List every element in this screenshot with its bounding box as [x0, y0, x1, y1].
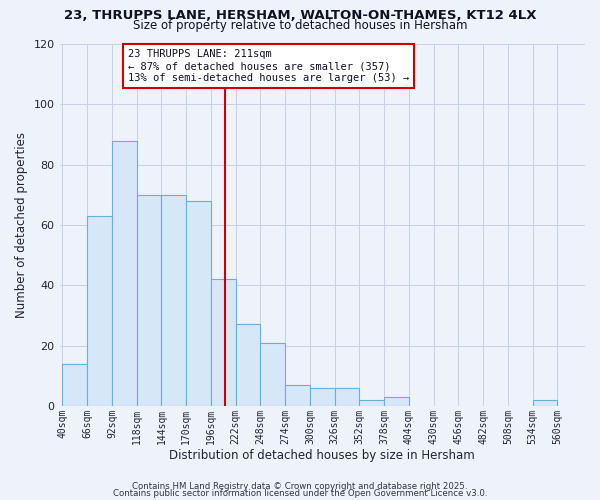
Bar: [533, 400, 557, 406]
Bar: [285, 385, 310, 406]
Bar: [186, 201, 211, 406]
Bar: [112, 140, 137, 406]
Text: 23 THRUPPS LANE: 211sqm
← 87% of detached houses are smaller (357)
13% of semi-d: 23 THRUPPS LANE: 211sqm ← 87% of detache…: [128, 50, 409, 82]
Bar: [211, 279, 236, 406]
X-axis label: Distribution of detached houses by size in Hersham: Distribution of detached houses by size …: [169, 450, 475, 462]
Bar: [236, 324, 260, 406]
Bar: [335, 388, 359, 406]
Text: 23, THRUPPS LANE, HERSHAM, WALTON-ON-THAMES, KT12 4LX: 23, THRUPPS LANE, HERSHAM, WALTON-ON-THA…: [64, 9, 536, 22]
Bar: [161, 195, 186, 406]
Text: Contains public sector information licensed under the Open Government Licence v3: Contains public sector information licen…: [113, 489, 487, 498]
Text: Contains HM Land Registry data © Crown copyright and database right 2025.: Contains HM Land Registry data © Crown c…: [132, 482, 468, 491]
Bar: [260, 342, 285, 406]
Bar: [62, 364, 87, 406]
Text: Size of property relative to detached houses in Hersham: Size of property relative to detached ho…: [133, 19, 467, 32]
Bar: [87, 216, 112, 406]
Bar: [310, 388, 335, 406]
Y-axis label: Number of detached properties: Number of detached properties: [15, 132, 28, 318]
Bar: [359, 400, 384, 406]
Bar: [384, 397, 409, 406]
Bar: [137, 195, 161, 406]
